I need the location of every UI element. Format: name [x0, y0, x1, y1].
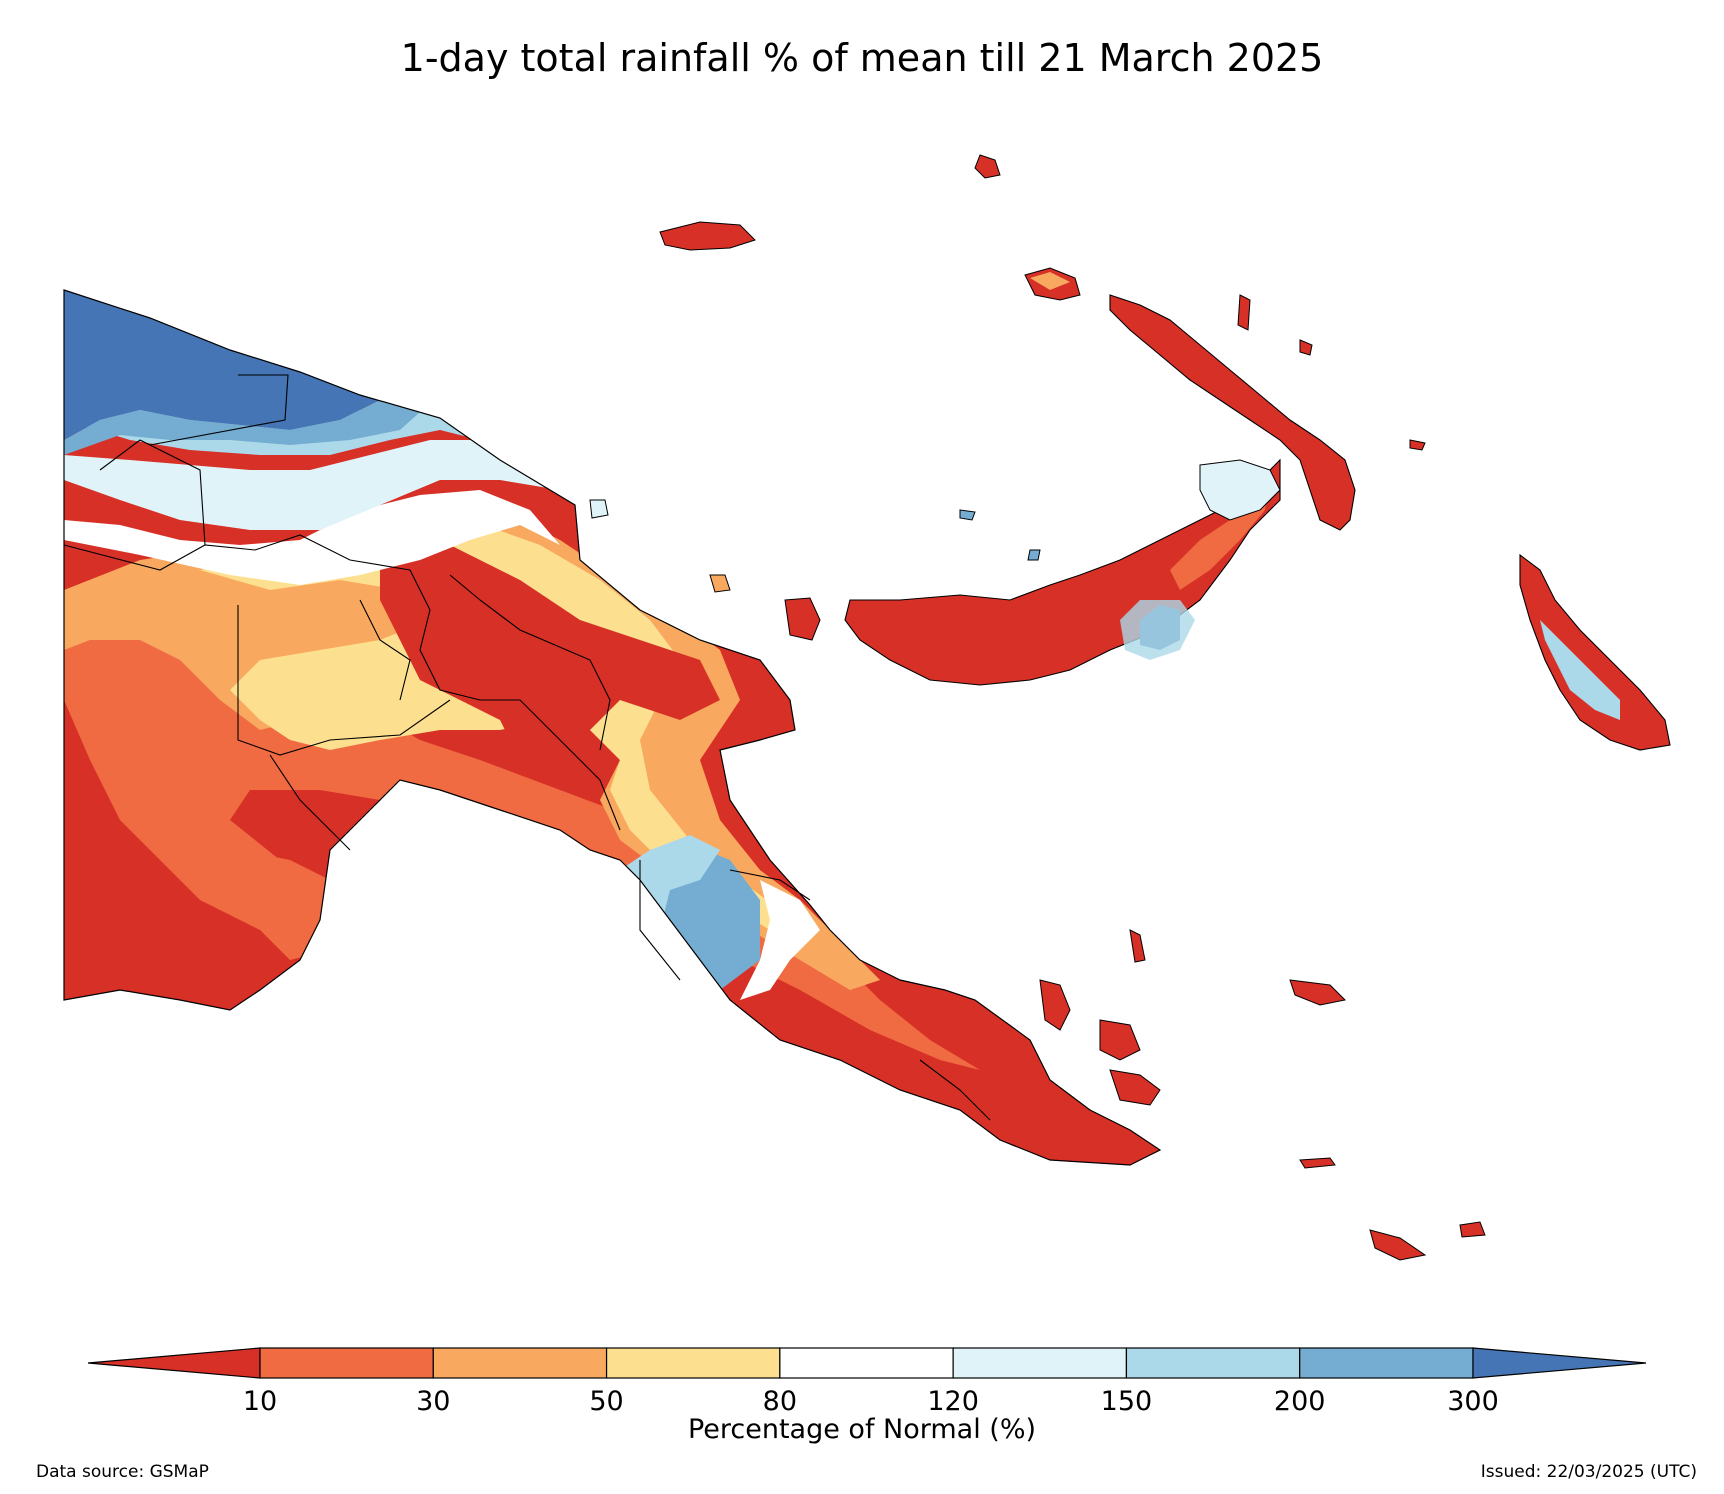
rainfall-map [63, 154, 1671, 1261]
zone-pale-blue-north [64, 440, 575, 530]
colorbar-tick-label: 120 [927, 1386, 979, 1417]
zone-blue-north [64, 290, 420, 440]
colorbar-tick-label: 300 [1447, 1386, 1499, 1417]
colorbar-segment [1299, 1347, 1474, 1379]
colorbar-segment [432, 1347, 608, 1379]
zone-white-southeast [740, 880, 820, 1000]
colorbar-segment [952, 1347, 1128, 1379]
colorbar-tick-label: 200 [1273, 1386, 1326, 1417]
colorbar-tick-label: 50 [589, 1386, 624, 1417]
new-ireland-island [1109, 294, 1356, 531]
colorbar-tick-label: 80 [762, 1386, 798, 1417]
new-britain-lightblue [1120, 600, 1195, 660]
zone-white-band [64, 490, 560, 585]
bougainville-inner [1540, 620, 1620, 720]
colorbar-tick-label: 150 [1100, 1386, 1153, 1417]
map-title: 1-day total rainfall % of mean till 21 M… [400, 36, 1324, 80]
province-borders [63, 374, 991, 1121]
new-britain-island [844, 458, 1281, 686]
colorbar-segment [779, 1347, 954, 1379]
colorbar-tick-label: 10 [242, 1386, 278, 1417]
small-islands [589, 154, 1486, 1261]
manus-island [659, 221, 756, 251]
colorbar-segments [87, 1347, 1647, 1379]
new-hanover-orange [1030, 272, 1070, 290]
colorbar-label: Percentage of Normal (%) [687, 1414, 1037, 1445]
data-source: Data source: GSMaP [36, 1462, 209, 1482]
issued-date: Issued: 22/03/2025 (UTC) [1480, 1462, 1697, 1482]
zone-red-highlands [380, 545, 720, 780]
manus [659, 221, 756, 251]
mainland-coastline [63, 289, 1162, 1166]
gazelle-peninsula [1199, 459, 1281, 521]
colorbar-tick-label: 30 [416, 1386, 451, 1417]
bougainville-island [1519, 553, 1671, 751]
bougainville [1519, 553, 1671, 751]
colorbar-segment [1125, 1347, 1301, 1379]
colorbar-extend-low [87, 1347, 261, 1379]
new-britain [844, 458, 1281, 686]
new-ireland [1024, 267, 1356, 531]
colorbar-segment [259, 1347, 434, 1379]
colorbar-extend-high [1472, 1347, 1647, 1379]
colorbar-segment [605, 1347, 781, 1379]
mainland [63, 289, 1162, 1166]
zone-pale-yellow [200, 520, 810, 940]
